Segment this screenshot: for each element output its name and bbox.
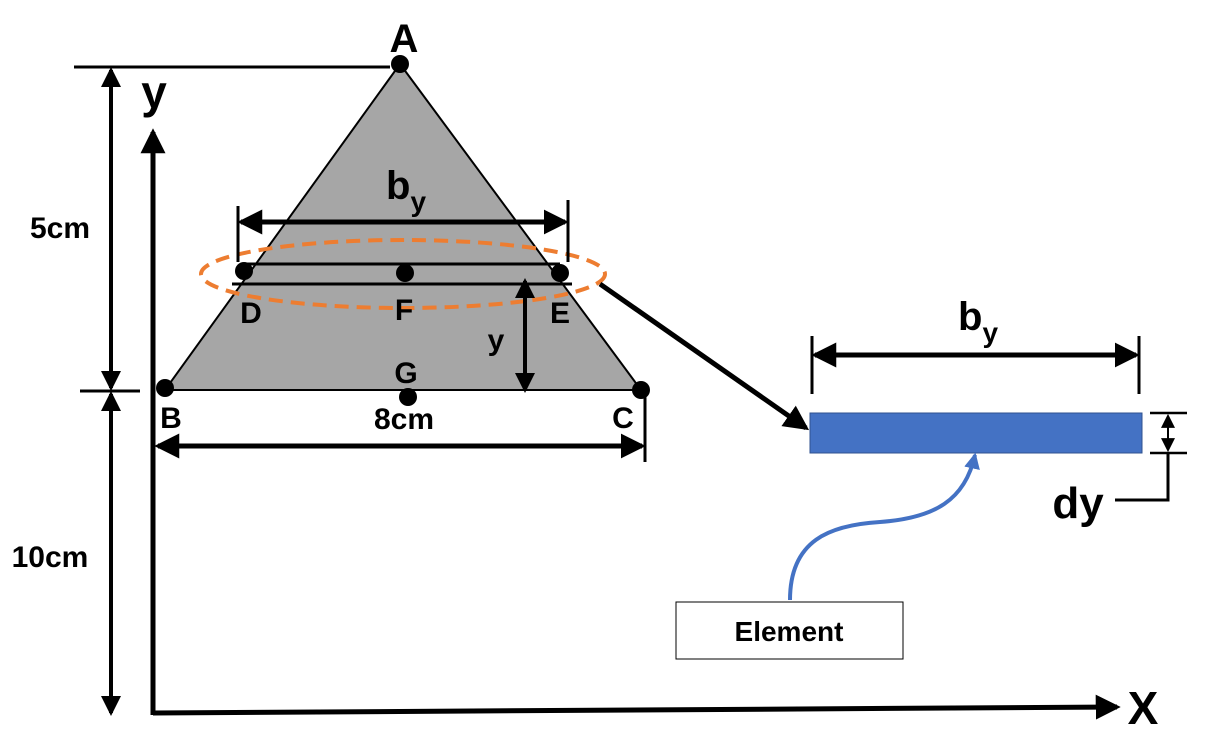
element-callout-box — [675, 601, 904, 660]
strip-width-label: by — [386, 164, 426, 217]
label-d: D — [240, 297, 262, 330]
element-thickness-label: dy — [1052, 479, 1104, 528]
element-callout-arrow — [788, 452, 980, 601]
y-axis-label: y — [141, 66, 167, 118]
label-e: E — [550, 297, 570, 330]
label-b: B — [160, 402, 182, 435]
x-axis-label: X — [1128, 682, 1159, 734]
point-f — [396, 264, 414, 282]
label-g: G — [394, 357, 417, 390]
point-a — [391, 55, 409, 73]
point-d — [235, 262, 253, 280]
point-g — [399, 388, 417, 406]
point-c — [632, 381, 650, 399]
point-e — [551, 264, 569, 282]
triangle-abc — [163, 62, 643, 391]
strip-to-element-arrow — [598, 281, 810, 431]
element-width-label: by — [958, 295, 998, 348]
element-rect — [809, 412, 1143, 454]
element-callout-text: Element — [735, 616, 844, 647]
point-b — [156, 379, 174, 397]
bottom-height-label: 10cm — [12, 541, 89, 574]
top-height-label: 5cm — [30, 212, 90, 245]
strip-height-label: y — [488, 324, 505, 357]
element-thickness-leader — [1115, 453, 1170, 502]
x-axis — [152, 694, 1121, 720]
label-a: A — [390, 17, 419, 61]
strip-highlight-ellipse — [199, 238, 607, 310]
base-width-label: 8cm — [374, 403, 434, 436]
label-c: C — [612, 402, 634, 435]
label-f: F — [395, 294, 413, 327]
